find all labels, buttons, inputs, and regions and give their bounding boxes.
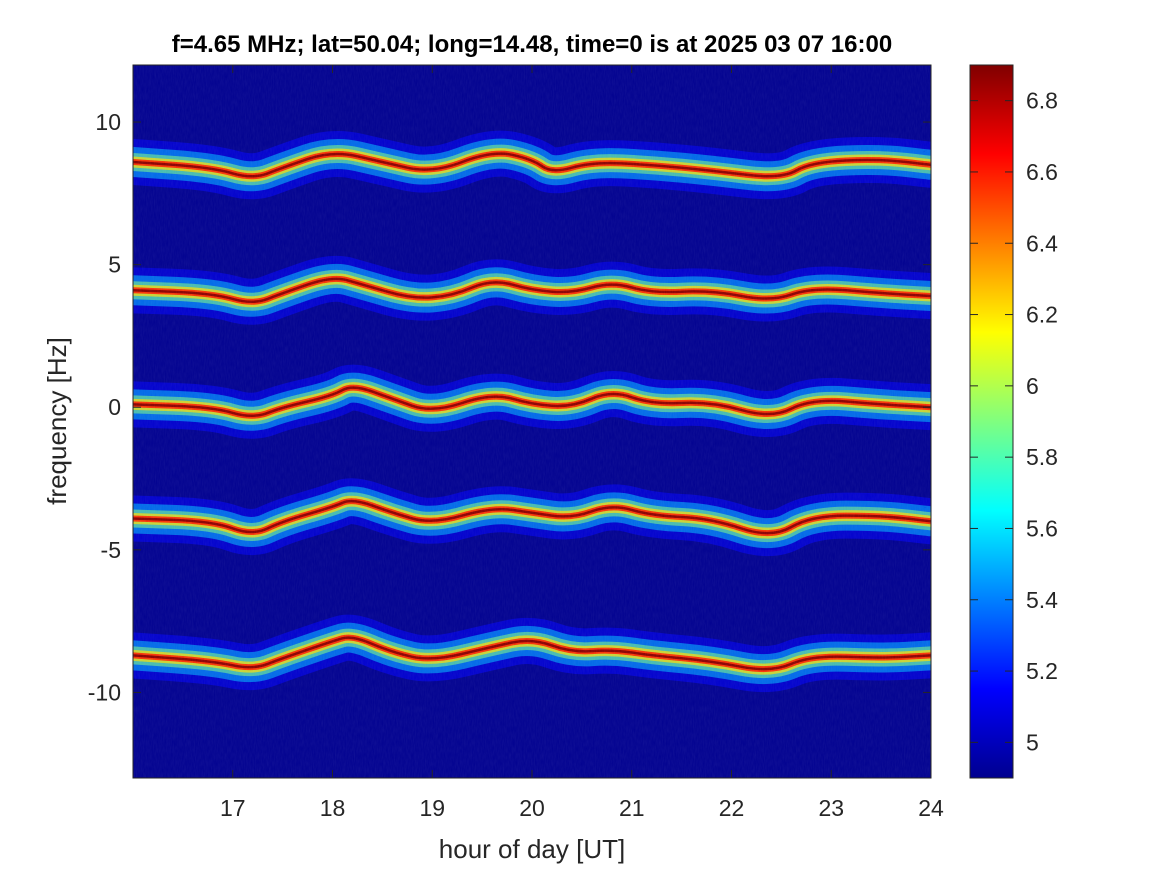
colorbar-tick-label: 6.6 bbox=[1026, 159, 1058, 185]
colorbar-tick-label: 5.8 bbox=[1026, 444, 1058, 470]
x-axis-ticks: 17 18 19 20 21 22 23 24 bbox=[220, 65, 944, 821]
colorbar-tick-label: 6.8 bbox=[1026, 88, 1058, 114]
colorbar-ticks: 6.8 6.6 6.4 6.2 6 5.8 5.6 5.4 5.2 5 bbox=[970, 88, 1058, 755]
y-axis-label: frequency [Hz] bbox=[42, 337, 72, 505]
plot-noise-overlay bbox=[133, 65, 931, 778]
x-tick-label: 23 bbox=[818, 795, 844, 821]
x-axis-label: hour of day [UT] bbox=[439, 834, 625, 864]
colorbar-tick-label: 5.6 bbox=[1026, 515, 1058, 541]
y-tick-label: -5 bbox=[101, 537, 121, 563]
x-tick-label: 21 bbox=[619, 795, 645, 821]
chart-title: f=4.65 MHz; lat=50.04; long=14.48, time=… bbox=[172, 31, 892, 58]
y-tick-label: -10 bbox=[88, 679, 121, 705]
x-tick-label: 18 bbox=[320, 795, 346, 821]
x-tick-label: 22 bbox=[719, 795, 745, 821]
y-tick-label: 0 bbox=[108, 394, 121, 420]
colorbar-tick-label: 6.4 bbox=[1026, 230, 1058, 256]
x-tick-label: 24 bbox=[918, 795, 944, 821]
colorbar: 6.8 6.6 6.4 6.2 6 5.8 5.6 5.4 5.2 5 bbox=[969, 64, 1058, 779]
x-tick-label: 19 bbox=[419, 795, 445, 821]
x-tick-label: 17 bbox=[220, 795, 246, 821]
y-tick-label: 10 bbox=[95, 109, 121, 135]
colorbar-gradient bbox=[969, 64, 1014, 779]
y-tick-label: 5 bbox=[108, 252, 121, 278]
plot-area bbox=[132, 64, 932, 779]
colorbar-tick-label: 6.2 bbox=[1026, 302, 1058, 328]
colorbar-tick-label: 5 bbox=[1026, 729, 1039, 755]
colorbar-tick-label: 5.4 bbox=[1026, 587, 1058, 613]
colorbar-tick-label: 5.2 bbox=[1026, 658, 1058, 684]
colorbar-tick-label: 6 bbox=[1026, 373, 1039, 399]
y-axis-ticks: 10 5 0 -5 -10 bbox=[88, 109, 931, 705]
x-tick-label: 20 bbox=[519, 795, 545, 821]
